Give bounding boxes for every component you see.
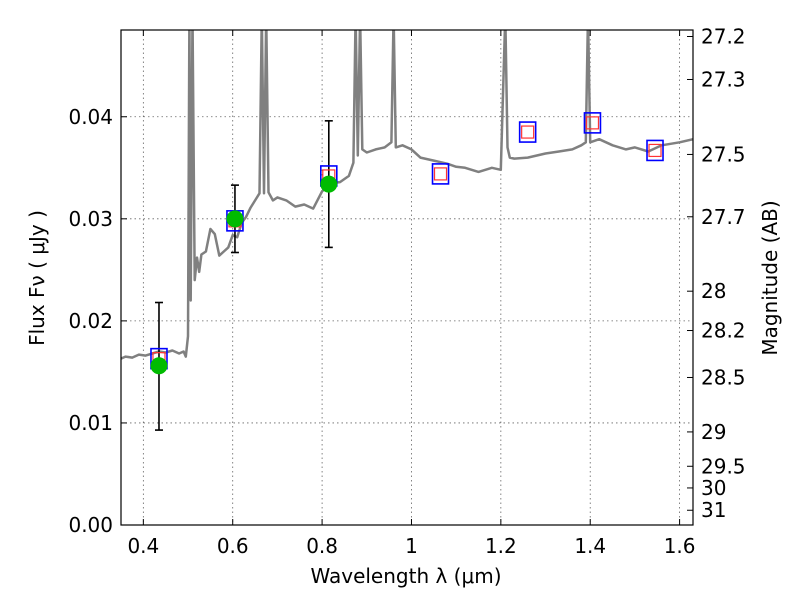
y-tick-label: 0.04 [68, 105, 113, 129]
x-axis-ticks: 0.4 0.6 0.8 1 1.2 1.4 1.6 [127, 30, 696, 558]
mag-tick-label: 29 [701, 420, 726, 444]
model-point-box [431, 163, 450, 185]
y-tick-label: 0.03 [68, 207, 113, 231]
spectrum-series [121, 30, 693, 360]
error-bars [154, 120, 333, 431]
magnitude-axis-label: Magnitude (AB) [758, 200, 782, 355]
x-tick-label: 0.4 [127, 534, 159, 558]
grid-lines [121, 30, 693, 525]
y-tick-label: 0.00 [68, 513, 113, 537]
mag-tick-label: 27.3 [701, 67, 746, 91]
model-point-box [646, 139, 664, 162]
plot-frame [120, 29, 694, 526]
mag-tick-label: 27.7 [701, 205, 746, 229]
mag-tick-label: 28 [701, 279, 726, 303]
y-axis-ticks: 0.00 0.01 0.02 0.03 0.04 [68, 105, 127, 537]
mag-tick-label: 30 [701, 476, 726, 500]
y-axis-label: Flux Fν ( μJy ) [25, 210, 49, 346]
model-photometry-points [150, 112, 664, 370]
observed-point [320, 175, 338, 193]
x-tick-label: 0.8 [306, 534, 338, 558]
model-point-inner [521, 125, 535, 139]
model-point-inner [648, 143, 662, 158]
mag-tick-label: 27.2 [701, 25, 746, 49]
spectrum-line [121, 30, 693, 360]
y-tick-label: 0.01 [68, 411, 113, 435]
mag-tick-label: 28.2 [701, 319, 746, 343]
model-point-box [583, 112, 602, 134]
mag-tick-label: 31 [701, 498, 726, 522]
x-tick-label: 1.4 [574, 534, 606, 558]
x-tick-label: 1 [405, 534, 418, 558]
mag-tick-label: 28.5 [701, 365, 746, 389]
mag-tick-label: 27.5 [701, 142, 746, 166]
observed-point [150, 357, 168, 375]
observed-photometry-points [150, 175, 338, 375]
model-point-box [518, 121, 537, 143]
x-axis-label: Wavelength λ (μm) [310, 564, 501, 588]
mag-tick-label: 29.5 [701, 454, 746, 478]
observed-point [226, 210, 244, 228]
x-tick-label: 0.6 [217, 534, 249, 558]
y-tick-label: 0.02 [68, 309, 113, 333]
model-point-inner [585, 116, 600, 130]
model-point-inner [433, 167, 448, 181]
x-tick-label: 1.2 [485, 534, 517, 558]
x-tick-label: 1.6 [664, 534, 696, 558]
